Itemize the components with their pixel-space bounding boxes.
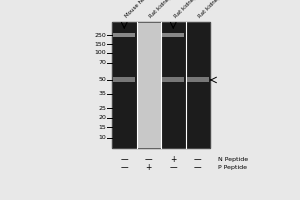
Text: Rat kidney: Rat kidney xyxy=(198,0,222,19)
Text: +: + xyxy=(146,164,152,172)
Text: 70: 70 xyxy=(98,60,106,65)
Text: —: — xyxy=(169,164,177,172)
Bar xyxy=(161,22,185,148)
Text: P Peptide: P Peptide xyxy=(218,166,247,170)
Text: Rat kidney: Rat kidney xyxy=(173,0,198,19)
Text: —: — xyxy=(120,164,128,172)
Bar xyxy=(113,33,135,37)
Bar xyxy=(113,77,135,82)
Text: Mouse heart: Mouse heart xyxy=(124,0,152,19)
Text: N Peptide: N Peptide xyxy=(218,158,248,162)
Text: —: — xyxy=(194,164,202,172)
Text: 150: 150 xyxy=(94,42,106,47)
Text: 20: 20 xyxy=(98,115,106,120)
Text: 35: 35 xyxy=(98,91,106,96)
Bar xyxy=(162,33,184,37)
Bar xyxy=(136,22,161,148)
Text: —: — xyxy=(145,156,153,164)
Text: 25: 25 xyxy=(98,106,106,111)
Text: 250: 250 xyxy=(94,33,106,38)
Bar xyxy=(112,22,136,148)
Text: —: — xyxy=(194,156,202,164)
Bar xyxy=(112,22,210,148)
Bar xyxy=(185,22,210,148)
Text: Rat kidney: Rat kidney xyxy=(149,0,173,19)
Text: 15: 15 xyxy=(98,125,106,130)
Bar xyxy=(162,77,184,82)
Text: —: — xyxy=(120,156,128,164)
Bar xyxy=(187,77,209,82)
Text: 10: 10 xyxy=(98,135,106,140)
Text: +: + xyxy=(170,156,176,164)
Text: 100: 100 xyxy=(94,50,106,55)
Text: 50: 50 xyxy=(98,77,106,82)
